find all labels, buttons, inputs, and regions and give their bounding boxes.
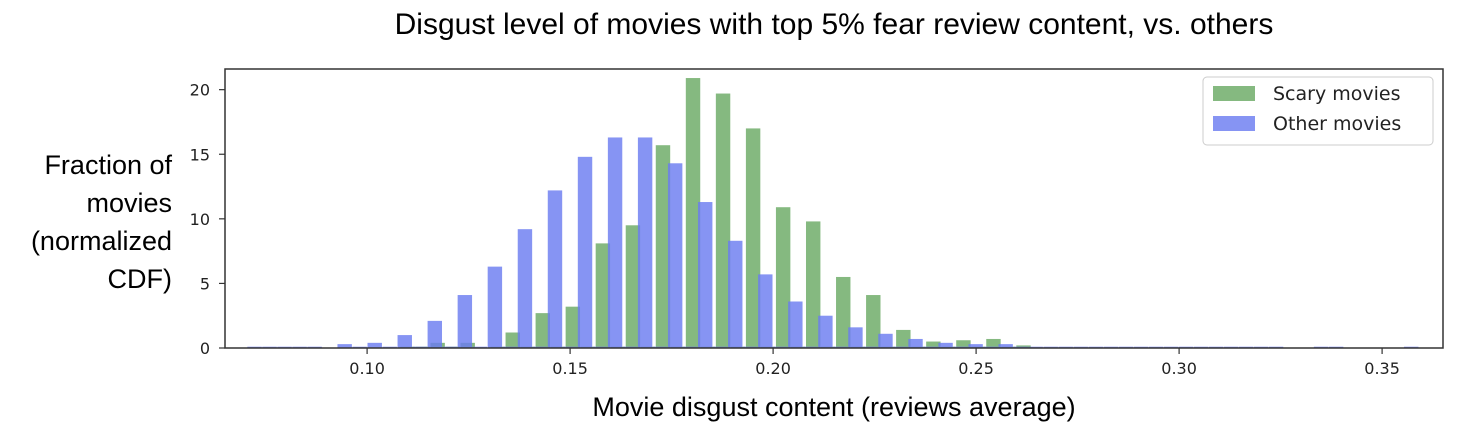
bar-scary-movies — [986, 338, 1001, 348]
bar-other-movies — [397, 335, 412, 348]
bar-scary-movies — [715, 93, 731, 348]
bar-other-movies — [878, 333, 893, 348]
plot-frame — [224, 68, 1444, 349]
bar-other-movies — [968, 344, 983, 349]
bar-scary-movies — [655, 145, 671, 348]
bar-scary-movies — [625, 225, 641, 348]
y-tick-label: 0 — [200, 339, 210, 358]
bar-scary-movies — [926, 341, 941, 348]
y-tick-label: 10 — [190, 210, 210, 229]
legend-label: Other movies — [1273, 113, 1401, 135]
bar-scary-movies — [595, 243, 611, 349]
bar-other-movies — [818, 315, 833, 348]
bar-other-movies — [667, 163, 683, 348]
x-tick-label: 0.25 — [958, 359, 994, 378]
bar-other-movies — [547, 190, 563, 348]
legend-swatch — [1213, 116, 1255, 131]
bar-other-movies — [457, 295, 473, 348]
y-tick-label: 20 — [190, 81, 210, 100]
bar-other-movies — [607, 137, 623, 348]
x-tick-label: 0.10 — [349, 359, 385, 378]
legend-swatch — [1213, 86, 1255, 101]
bar-scary-movies — [505, 332, 520, 348]
x-axis: 0.10 0.15 0.20 0.25 0.30 0.35 — [349, 348, 1400, 378]
bar-other-movies — [998, 344, 1013, 349]
bar-scary-movies — [956, 340, 971, 348]
bar-scary-movies — [836, 276, 851, 348]
bar-scary-movies — [745, 128, 761, 348]
bar-other-movies — [577, 156, 593, 348]
bar-other-movies — [367, 342, 382, 348]
legend-label: Scary movies — [1273, 83, 1401, 105]
bar-scary-movies — [775, 207, 791, 348]
x-axis-label: Movie disgust content (reviews average) — [592, 392, 1076, 422]
chart-title: Disgust level of movies with top 5% fear… — [394, 8, 1274, 41]
bar-scary-movies — [805, 221, 821, 348]
y-tick-label: 5 — [200, 274, 210, 293]
bar-scary-movies — [866, 295, 881, 348]
y-tick-label: 15 — [190, 145, 210, 164]
y-axis: 0 5 10 15 20 — [190, 81, 225, 358]
bar-scary-movies — [565, 306, 581, 348]
bar-scary-movies — [685, 78, 701, 348]
bar-other-movies — [848, 327, 863, 348]
bar-other-movies — [337, 344, 352, 349]
legend: Scary movies Other movies — [1202, 76, 1434, 146]
bar-scary-movies — [896, 329, 911, 348]
bar-other-movies — [938, 342, 953, 348]
x-tick-label: 0.35 — [1364, 359, 1400, 378]
bar-other-movies — [728, 240, 743, 348]
legend-box — [1202, 76, 1434, 146]
bar-other-movies — [758, 274, 773, 349]
y-axis-label-line: CDF) — [107, 264, 172, 294]
bar-other-movies — [788, 301, 803, 348]
bar-other-movies — [427, 320, 443, 349]
bar-other-movies — [487, 266, 503, 349]
bar-other-movies — [908, 338, 923, 348]
bar-other-movies — [517, 229, 533, 348]
bars-layer — [247, 78, 1419, 349]
bar-scary-movies — [535, 313, 551, 349]
y-axis-label: Fraction of movies (normalized CDF) — [0, 146, 172, 298]
y-axis-label-line: Fraction of — [44, 150, 172, 180]
x-tick-label: 0.20 — [755, 359, 791, 378]
y-axis-label-line: (normalized — [30, 226, 172, 256]
x-tick-label: 0.30 — [1161, 359, 1197, 378]
bar-other-movies — [637, 137, 653, 348]
x-tick-label: 0.15 — [552, 359, 588, 378]
bar-other-movies — [697, 202, 713, 348]
y-axis-label-line: movies — [86, 188, 172, 218]
